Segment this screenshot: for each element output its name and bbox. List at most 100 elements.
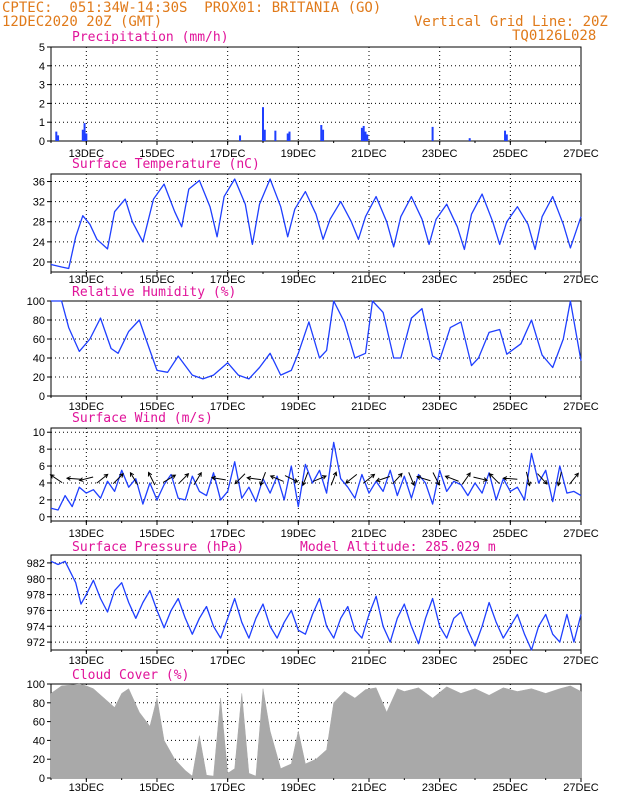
x-tick-label: 23DEC [422,782,458,794]
x-tick-label: 27DEC [563,782,599,794]
y-tick-label: 80 [33,698,45,710]
series-line [50,441,582,511]
x-tick-label: 25DEC [493,655,529,667]
x-tick-label: 13DEC [69,655,105,667]
wind-arrow [345,473,358,484]
x-tick-label: 25DEC [493,401,529,413]
wind-arrow [163,474,177,483]
x-tick-label: 13DEC [69,528,105,540]
precip-bar [366,134,369,141]
y-tick-label: 4 [39,478,45,490]
panel-frame [50,554,582,651]
x-tick-label: 15DEC [139,528,175,540]
y-tick-label: 40 [33,353,45,365]
x-tick-label: 21DEC [351,655,387,667]
panel-frame [50,46,582,142]
x-tick-label: 17DEC [210,782,246,794]
wind-arrow [284,475,299,483]
x-tick-label: 13DEC [69,274,105,286]
precip-bar [320,125,323,141]
precip-bar [85,133,88,141]
x-tick-label: 23DEC [422,148,458,160]
header-grid-note: Vertical Grid Line: 20Z [414,14,608,30]
panel-title: Precipitation (mm/h) [72,30,229,45]
header-model-id: TQ0126L028 [512,28,597,44]
wind-arrow [259,472,266,487]
x-tick-label: 25DEC [493,148,529,160]
wind-arrow [330,471,338,486]
wind-arrow [312,475,327,482]
wind-arrow [96,473,109,484]
x-tick-label: 15DEC [139,148,175,160]
x-tick-label: 17DEC [210,401,246,413]
x-tick-label: 23DEC [422,401,458,413]
x-tick-label: 23DEC [422,274,458,286]
y-tick-label: 100 [27,679,45,691]
wind-arrow [193,471,202,485]
y-tick-label: 4 [39,61,45,73]
precip-bar [364,131,367,141]
y-tick-label: 20 [33,754,45,766]
precip-bar [83,123,86,141]
x-tick-label: 25DEC [493,782,529,794]
y-tick-label: 100 [27,296,45,308]
precip-bar [431,126,434,141]
x-tick-label: 23DEC [422,655,458,667]
precip-bar [322,129,325,141]
series-line [50,560,582,651]
precip-bar [274,130,277,141]
y-tick-label: 974 [27,621,45,633]
x-tick-label: 25DEC [493,274,529,286]
precip-bar [286,133,289,141]
wind-arrow [78,476,94,482]
y-tick-label: 2 [39,495,45,507]
wind-arrow [432,472,440,486]
wind-arrow [525,471,532,487]
x-tick-label: 21DEC [351,782,387,794]
y-tick-label: 36 [33,177,45,189]
x-tick-label: 19DEC [281,655,317,667]
x-tick-label: 15DEC [139,655,175,667]
precip-bar [81,129,84,141]
x-tick-label: 13DEC [69,782,105,794]
series-line [51,300,582,380]
y-tick-label: 5 [39,42,45,54]
wind-arrow [246,475,262,481]
x-tick-label: 21DEC [351,274,387,286]
panel-title: Cloud Cover (%) [72,668,189,683]
y-tick-label: 0 [39,512,45,524]
wind-arrow [65,476,81,481]
precip-bar [504,130,507,141]
wind-arrow [49,474,63,484]
panel-title: Surface Pressure (hPa) [72,540,244,555]
y-tick-label: 976 [27,605,45,617]
wind-arrow [502,476,518,481]
wind-arrow [461,472,471,485]
wind-arrow [392,472,403,485]
x-tick-label: 17DEC [210,148,246,160]
y-tick-label: 60 [33,717,45,729]
wind-arrow [178,473,190,485]
x-tick-label: 21DEC [351,148,387,160]
wind-arrow [363,473,376,484]
x-tick-label: 19DEC [281,782,317,794]
precip-bar [263,129,266,141]
x-tick-label: 15DEC [139,274,175,286]
y-tick-label: 60 [33,334,45,346]
wind-arrow [147,471,156,486]
y-tick-label: 40 [33,735,45,747]
wind-arrow [210,475,226,481]
precip-bar [239,135,242,141]
x-tick-label: 15DEC [139,782,175,794]
precip-bar [360,127,363,141]
x-tick-label: 23DEC [422,528,458,540]
panel-title: Surface Temperature (nC) [72,157,260,172]
wind-arrow [408,472,416,487]
x-tick-label: 27DEC [563,274,599,286]
panel-title: Relative Humidity (%) [72,285,236,300]
x-tick-label: 27DEC [563,528,599,540]
wind-arrow [537,473,548,485]
wind-arrow [301,472,309,487]
panel-title: Surface Wind (m/s) [72,411,213,426]
